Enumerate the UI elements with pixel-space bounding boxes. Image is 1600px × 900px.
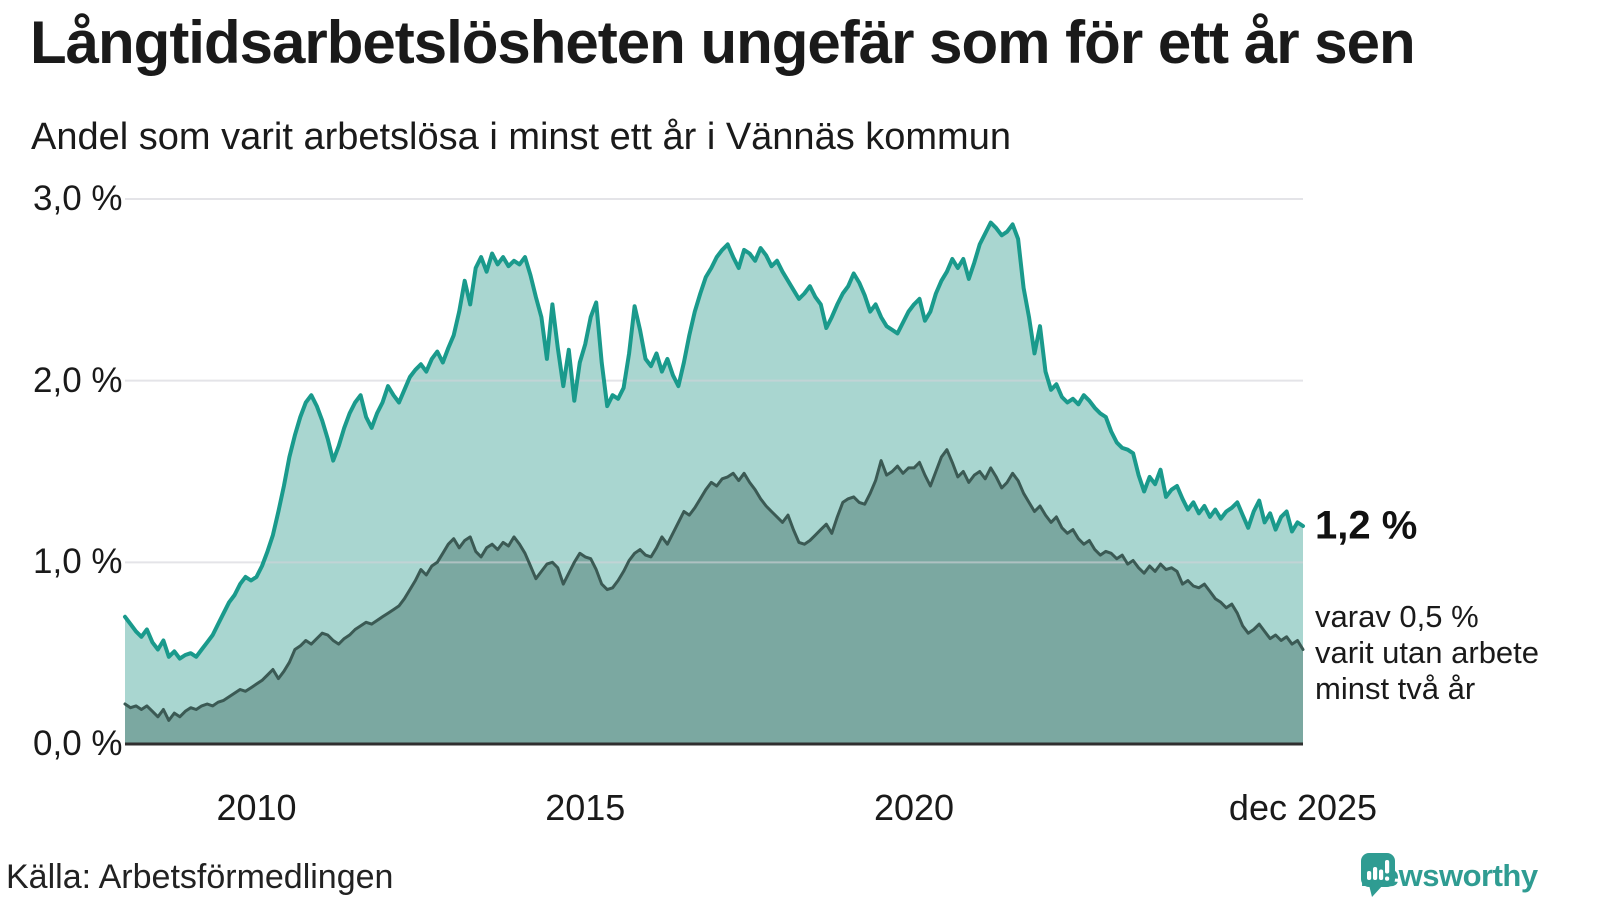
gridlines bbox=[125, 198, 1303, 564]
newsworthy-logo[interactable]: Newsworthy bbox=[1360, 852, 1538, 900]
source-note: Källa: Arbetsförmedlingen bbox=[6, 858, 394, 896]
y-tick-label: 2,0 % bbox=[33, 360, 123, 400]
series-annotation: varav 0,5 % varit utan arbete minst två … bbox=[1315, 599, 1539, 707]
y-tick-label: 3,0 % bbox=[33, 179, 123, 218]
annotation-line: minst två år bbox=[1315, 671, 1476, 706]
x-tick-label: 2015 bbox=[545, 787, 626, 828]
x-tick-label: 2020 bbox=[873, 787, 955, 828]
line-two-year bbox=[123, 448, 1305, 722]
end-value-label: 1,2 % bbox=[1315, 503, 1418, 548]
newsworthy-bubble-icon bbox=[1361, 853, 1395, 897]
x-tick-label: dec 2025 bbox=[1228, 787, 1378, 828]
line-total bbox=[123, 220, 1305, 661]
annotation-line: varit utan arbete bbox=[1315, 635, 1540, 670]
y-tick-label: 0,0 % bbox=[33, 724, 123, 763]
annotation-line: varav 0,5 % bbox=[1315, 599, 1479, 634]
chart-subtitle: Andel som varit arbetslösa i minst ett å… bbox=[31, 116, 1011, 158]
x-tick-label: 2010 bbox=[216, 787, 297, 828]
area-fill-two-year bbox=[125, 449, 1303, 744]
page-title: Långtidsarbetslösheten ungefär som för e… bbox=[30, 9, 1416, 76]
y-tick-label: 1,0 % bbox=[33, 542, 123, 582]
